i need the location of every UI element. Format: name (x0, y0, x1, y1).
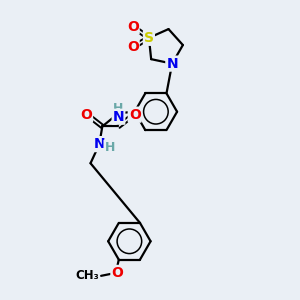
Text: N: N (94, 137, 105, 151)
Text: N: N (113, 110, 124, 124)
Text: CH₃: CH₃ (75, 269, 99, 282)
Text: O: O (111, 266, 123, 280)
Text: N: N (166, 57, 178, 70)
Text: O: O (127, 40, 139, 54)
Text: H: H (104, 141, 115, 154)
Text: O: O (129, 108, 141, 122)
Text: H: H (113, 102, 124, 115)
Text: O: O (127, 20, 139, 34)
Text: O: O (80, 108, 92, 122)
Text: S: S (144, 31, 154, 45)
